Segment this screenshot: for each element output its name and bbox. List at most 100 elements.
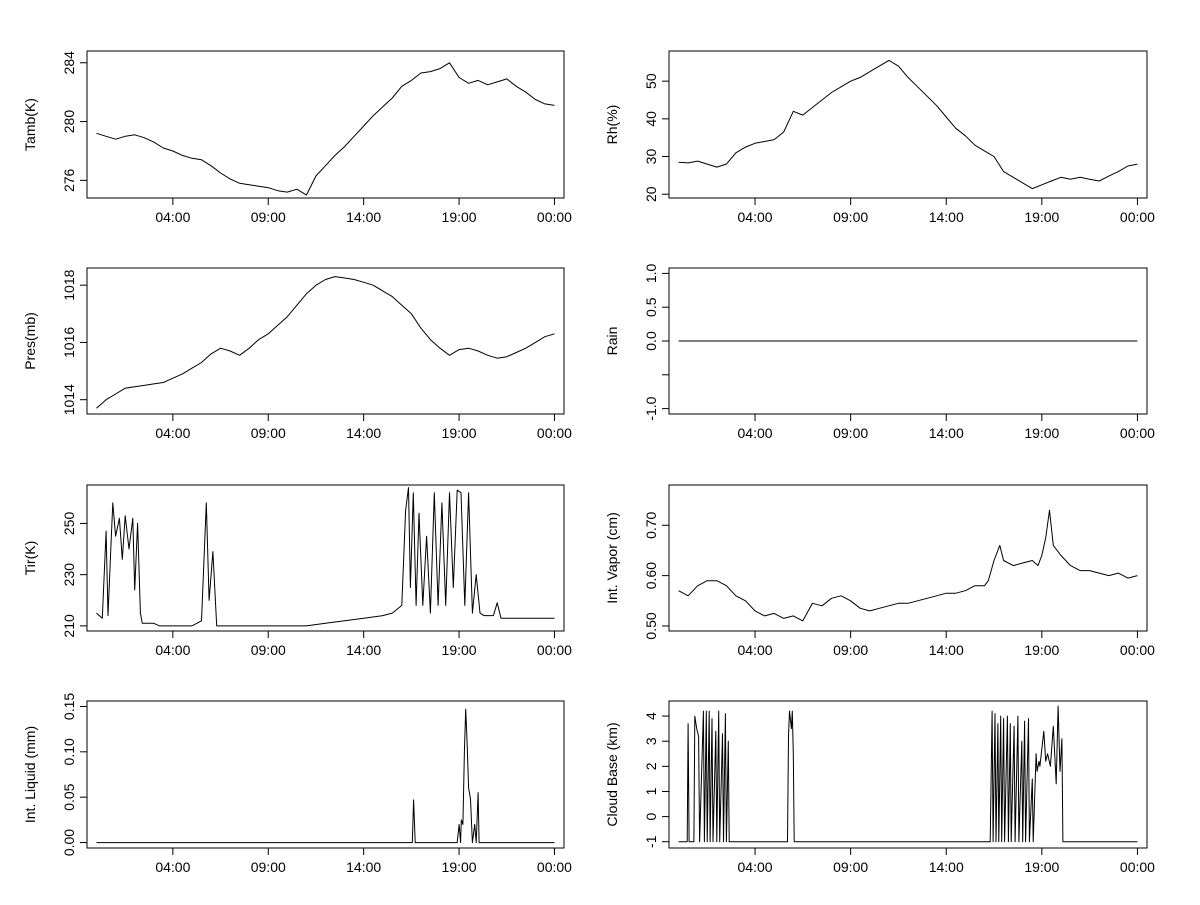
plot-frame (668, 484, 1148, 632)
y-tick-label: 1016 (61, 327, 77, 358)
series-line (96, 487, 555, 627)
x-tick-label: 14:00 (929, 859, 964, 875)
x-tick-label: 00:00 (1120, 425, 1155, 441)
y-tick-label: 0.15 (61, 693, 77, 720)
y-axis-label: Tamb(K) (22, 98, 38, 151)
plot-frame (86, 484, 565, 632)
x-tick-label: 14:00 (346, 209, 381, 225)
panel-5: 04:00 09:00 14:00 19:00 00:00 210 230 250 Tir(K) (22, 484, 572, 658)
x-tick-label: 04:00 (155, 425, 190, 441)
y-tick-label: 50 (643, 73, 659, 89)
x-tick-label: 19:00 (1024, 209, 1059, 225)
x-tick-label: 09:00 (251, 859, 286, 875)
plot-frame (86, 267, 565, 415)
y-tick-label: 0.70 (643, 511, 659, 538)
y-tick-label: 0.10 (61, 738, 77, 765)
y-tick-label: 276 (61, 168, 77, 192)
plot-frame (668, 50, 1148, 199)
x-tick-label: 00:00 (1120, 859, 1155, 875)
panel-8: 04:00 09:00 14:00 19:00 00:00 -1 0 1 2 3 4 Cloud Ba… (604, 700, 1155, 875)
y-tick-label: 2 (643, 762, 659, 770)
plot-frame (668, 700, 1148, 849)
x-tick-label: 04:00 (155, 642, 190, 658)
y-tick-label: 3 (643, 737, 659, 745)
panel-7: 04:00 09:00 14:00 19:00 00:00 0.00 0.05 0.10 0.1… (22, 693, 572, 875)
panel-4: 04:00 09:00 14:00 19:00 00:00 -1.0 0.0 0.5 1.0 Ra… (604, 263, 1155, 441)
y-tick-label: 1.0 (643, 263, 659, 283)
panel-2: 04:00 09:00 14:00 19:00 00:00 20 30 40 50 Rh(%) (604, 50, 1155, 225)
x-tick-label: 00:00 (537, 859, 572, 875)
y-tick-label: 0.0 (643, 331, 659, 351)
y-axis-label: Int. Liquid (mm) (22, 726, 38, 823)
x-tick-label: 00:00 (537, 642, 572, 658)
panel-3: 04:00 09:00 14:00 19:00 00:00 1014 1016 1018 Pre… (22, 267, 572, 441)
x-tick-label: 04:00 (155, 209, 190, 225)
x-tick-label: 00:00 (537, 209, 572, 225)
y-tick-label: 0.60 (643, 562, 659, 589)
y-tick-label: 0.05 (61, 783, 77, 810)
series-line (96, 62, 555, 196)
y-tick-label: 0.50 (643, 612, 659, 639)
y-axis-label: Cloud Base (km) (604, 722, 620, 826)
x-tick-label: 04:00 (738, 642, 773, 658)
plot-frame (86, 50, 565, 199)
panel-6: 04:00 09:00 14:00 19:00 00:00 0.50 0.60 0.70 Int… (604, 484, 1155, 658)
series-line (678, 509, 1138, 622)
y-axis-label: Pres(mb) (22, 312, 38, 370)
y-tick-label: 0.00 (61, 829, 77, 856)
y-axis-label: Int. Vapor (cm) (604, 512, 620, 604)
y-tick-label: -1 (643, 835, 659, 848)
series-line (678, 59, 1138, 190)
y-tick-label: 1 (643, 787, 659, 795)
x-tick-label: 14:00 (346, 859, 381, 875)
y-tick-label: 1014 (61, 384, 77, 415)
series-line (96, 276, 555, 409)
y-tick-label: 210 (61, 614, 77, 638)
x-tick-label: 19:00 (1024, 642, 1059, 658)
x-tick-label: 14:00 (929, 425, 964, 441)
y-tick-label: 20 (643, 186, 659, 202)
x-tick-label: 09:00 (251, 425, 286, 441)
y-tick-label: 230 (61, 563, 77, 587)
y-axis-label: Rh(%) (604, 105, 620, 145)
x-tick-label: 09:00 (251, 642, 286, 658)
x-tick-label: 14:00 (929, 642, 964, 658)
x-tick-label: 09:00 (251, 209, 286, 225)
y-tick-label: 284 (61, 51, 77, 75)
y-axis-label: Tir(K) (22, 541, 38, 575)
y-tick-label: 1018 (61, 269, 77, 300)
x-tick-label: 14:00 (346, 425, 381, 441)
x-tick-label: 19:00 (442, 425, 477, 441)
x-tick-label: 19:00 (442, 642, 477, 658)
x-tick-label: 09:00 (833, 209, 868, 225)
x-tick-label: 19:00 (1024, 859, 1059, 875)
x-tick-label: 00:00 (537, 425, 572, 441)
y-tick-label: 250 (61, 512, 77, 536)
x-tick-label: 04:00 (738, 859, 773, 875)
x-tick-label: 00:00 (1120, 642, 1155, 658)
x-tick-label: 04:00 (738, 209, 773, 225)
panel-1: 04:00 09:00 14:00 19:00 00:00 276 280 284 Tamb(K… (22, 50, 572, 225)
y-tick-label: 40 (643, 111, 659, 127)
x-tick-label: 14:00 (346, 642, 381, 658)
y-tick-label: 280 (61, 110, 77, 134)
x-tick-label: 14:00 (929, 209, 964, 225)
x-tick-label: 09:00 (833, 642, 868, 658)
x-tick-label: 09:00 (833, 425, 868, 441)
x-tick-label: 19:00 (1024, 425, 1059, 441)
y-tick-label: 0.5 (643, 297, 659, 317)
plot-frame (86, 700, 565, 849)
x-tick-label: 09:00 (833, 859, 868, 875)
y-tick-label: 4 (643, 712, 659, 720)
x-tick-label: 19:00 (442, 859, 477, 875)
y-tick-label: -1.0 (643, 396, 659, 420)
x-tick-label: 00:00 (1120, 209, 1155, 225)
x-tick-label: 04:00 (155, 859, 190, 875)
x-tick-label: 19:00 (442, 209, 477, 225)
y-axis-label: Rain (604, 327, 620, 356)
y-tick-label: 30 (643, 149, 659, 165)
series-line (678, 705, 1138, 843)
x-tick-label: 04:00 (738, 425, 773, 441)
